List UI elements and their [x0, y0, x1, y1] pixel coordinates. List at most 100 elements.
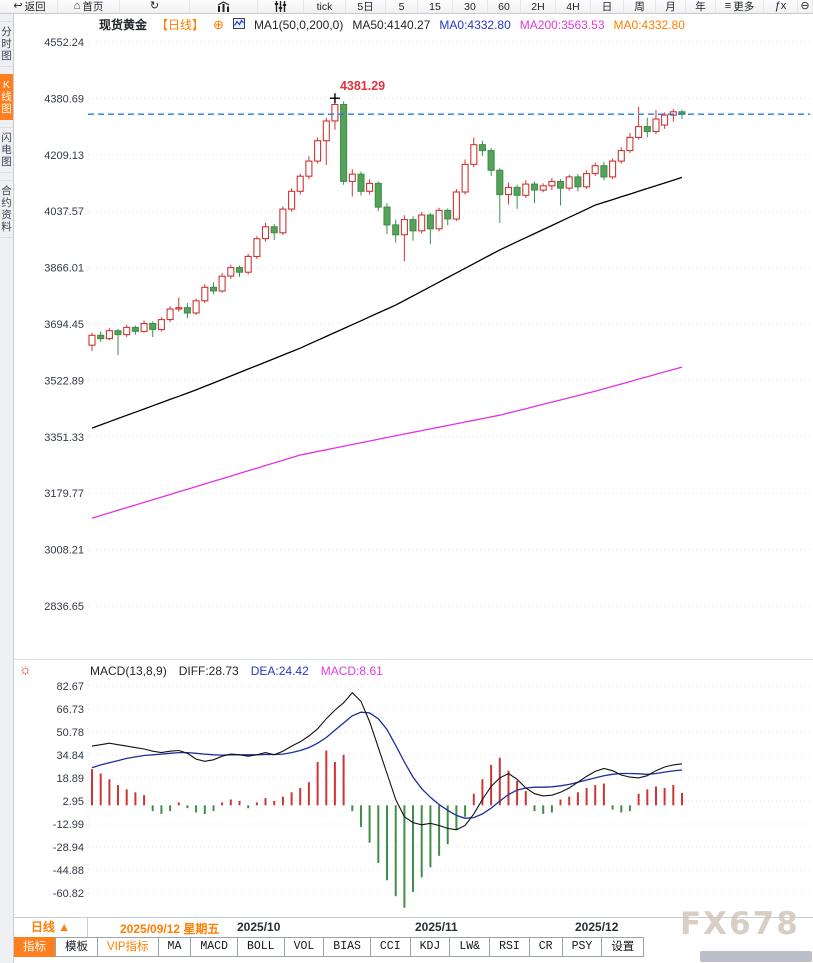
indicator-tab-bar: 指标 模板 VIP指标 MA MACD BOLL VOL BIAS CCI KDJ LW& RSI CR… [13, 937, 645, 957]
chart-style-button[interactable] [190, 0, 258, 13]
add-indicator-icon[interactable]: ⊕ [213, 16, 224, 32]
svg-text:82.67: 82.67 [56, 681, 84, 693]
chart-type-sidebar: 分时图 K线图闪电图合约资料 [0, 14, 14, 963]
home-icon: ⌂ [73, 0, 81, 12]
svg-text:34.84: 34.84 [56, 750, 84, 762]
sidebar-tab-lightning[interactable]: 闪电图 [0, 127, 13, 173]
svg-text:3694.45: 3694.45 [44, 319, 84, 331]
indicator-settings-button[interactable] [258, 0, 304, 13]
tab-cci[interactable]: CCI [369, 937, 411, 957]
x-axis-row: 日线 ▲ 2025/09/12 星期五 2025/10 2025/11 2025/12 [14, 917, 813, 937]
timeframe-month[interactable]: 月 [656, 0, 686, 13]
fx-button[interactable]: ƒx [764, 0, 798, 13]
svg-text:4381.29: 4381.29 [340, 79, 385, 93]
ma-mini-chart-icon [232, 17, 245, 32]
svg-text:3351.33: 3351.33 [44, 432, 84, 444]
timeframe-60m[interactable]: 60 [488, 0, 521, 13]
fx678-watermark: FX678 [680, 906, 800, 942]
tab-indicator[interactable]: 指标 [13, 937, 56, 957]
refresh-button[interactable]: ↻ [120, 0, 190, 13]
timeframe-5d[interactable]: 5日 [346, 0, 386, 13]
main-candlestick-chart[interactable]: 4552.24 4380.69 4209.13 4037.57 3866.01 3694.… [14, 14, 813, 660]
tab-template[interactable]: 模板 [55, 937, 98, 957]
svg-text:-12.99: -12.99 [53, 819, 84, 831]
chart-header: 现货黄金 【日线】 ⊕ MA1(50,0,200,0) MA50:4140.27… [99, 16, 685, 33]
dea-value: DEA:24.42 [250, 664, 309, 678]
x-axis-label: 2025/12 [575, 920, 619, 934]
indicator-highlight-icon[interactable]: ☼ [19, 661, 32, 677]
ma50-value: MA50:4140.27 [352, 17, 431, 32]
timeframe-15m[interactable]: 15 [418, 0, 453, 13]
x-axis-label: 2025/09/12 星期五 [120, 922, 220, 936]
svg-text:50.78: 50.78 [56, 727, 84, 739]
svg-text:4552.24: 4552.24 [44, 37, 84, 49]
svg-text:4037.57: 4037.57 [44, 206, 84, 218]
zoom-out-button[interactable]: ⊖ [798, 0, 813, 13]
ma-settings-label: MA1(50,0,200,0) [253, 17, 344, 32]
tab-lw[interactable]: LW& [449, 937, 491, 957]
timeframe-week[interactable]: 周 [624, 0, 656, 13]
timeframe-30m[interactable]: 30 [453, 0, 488, 13]
tab-psy[interactable]: PSY [561, 937, 603, 957]
svg-text:2836.65: 2836.65 [44, 601, 84, 613]
svg-text:3522.89: 3522.89 [44, 375, 84, 387]
svg-text:3866.01: 3866.01 [44, 263, 84, 275]
svg-text:4209.13: 4209.13 [44, 150, 84, 162]
svg-text:-44.88: -44.88 [53, 865, 84, 877]
tab-cr[interactable]: CR [528, 937, 563, 957]
ma0-blue-value: MA0:4332.80 [439, 17, 511, 32]
back-button[interactable]: ↩ 返回 [2, 0, 58, 13]
sidebar-tab-kline[interactable]: K线图 [0, 74, 13, 120]
timeframe-5m[interactable]: 5 [386, 0, 418, 13]
tab-boll[interactable]: BOLL [236, 937, 285, 957]
tab-bias[interactable]: BIAS [323, 937, 371, 957]
home-button[interactable]: ⌂ 首页 [58, 0, 120, 13]
sidebar-tab-contract-info[interactable]: 合约资料 [0, 180, 13, 238]
fx-icon: ƒx [774, 0, 787, 12]
macd-indicator-chart[interactable]: 82.67 66.73 50.78 34.84 18.89 2.95 -12.99 -28.9… [14, 660, 813, 917]
tab-settings[interactable]: 设置 [601, 937, 645, 957]
timeframe-2h[interactable]: 2H [521, 0, 556, 13]
ma0-orange-value: MA0:4332.80 [613, 17, 685, 32]
bar-chart-icon [217, 1, 231, 12]
svg-text:3008.21: 3008.21 [44, 545, 84, 557]
tab-ma[interactable]: MA [157, 937, 192, 957]
svg-text:3179.77: 3179.77 [44, 488, 84, 500]
sliders-icon [274, 1, 287, 12]
timeframe-day[interactable]: 日 [591, 0, 624, 13]
x-axis-label: 2025/10 [237, 920, 281, 934]
back-arrow-icon: ↩ [13, 0, 23, 12]
diff-value: DIFF:28.73 [178, 664, 239, 678]
pane-divider [14, 659, 813, 660]
refresh-icon: ↻ [149, 0, 160, 12]
top-toolbar: ↩ 返回 ⌂ 首页 ↻ tick 5日 5 15 30 60 2H 4H 日周月年 ≡ 更多 ƒx ⊖ [0, 0, 813, 14]
tab-macd[interactable]: MACD [190, 937, 238, 957]
ma200-value: MA200:3563.53 [519, 17, 605, 32]
tab-kdj[interactable]: KDJ [409, 937, 451, 957]
x-axis-label: 2025/11 [415, 920, 458, 934]
macd-header: MACD(13,8,9) DIFF:28.73 DEA:24.42 MACD:8… [90, 664, 383, 678]
sidebar-tab-time-share[interactable]: 分时图 [0, 21, 13, 67]
timeframe-tick[interactable]: tick [304, 0, 346, 13]
more-button[interactable]: ≡ 更多 [716, 0, 764, 13]
svg-text:-60.82: -60.82 [53, 888, 84, 900]
tab-vip-indicator[interactable]: VIP指标 [97, 937, 159, 957]
svg-text:-28.94: -28.94 [53, 842, 84, 854]
svg-text:4380.69: 4380.69 [44, 93, 84, 105]
svg-text:66.73: 66.73 [56, 704, 84, 716]
svg-text:18.89: 18.89 [56, 773, 84, 785]
svg-text:2.95: 2.95 [63, 796, 84, 808]
menu-icon: ≡ [724, 0, 732, 12]
macd-value: MACD:8.61 [320, 664, 383, 678]
tab-rsi[interactable]: RSI [489, 937, 530, 957]
period-label: 【日线】 [156, 18, 205, 32]
tab-vol[interactable]: VOL [283, 937, 325, 957]
horizontal-scrollbar-thumb[interactable] [700, 951, 812, 962]
period-selector-dropdown[interactable]: 日线 ▲ [14, 918, 88, 937]
symbol-name: 现货黄金 [99, 18, 148, 32]
macd-params-label: MACD(13,8,9) [90, 664, 167, 678]
zoom-out-icon: ⊖ [800, 0, 810, 12]
timeframe-4h[interactable]: 4H [556, 0, 591, 13]
timeframe-year[interactable]: 年 [686, 0, 716, 13]
